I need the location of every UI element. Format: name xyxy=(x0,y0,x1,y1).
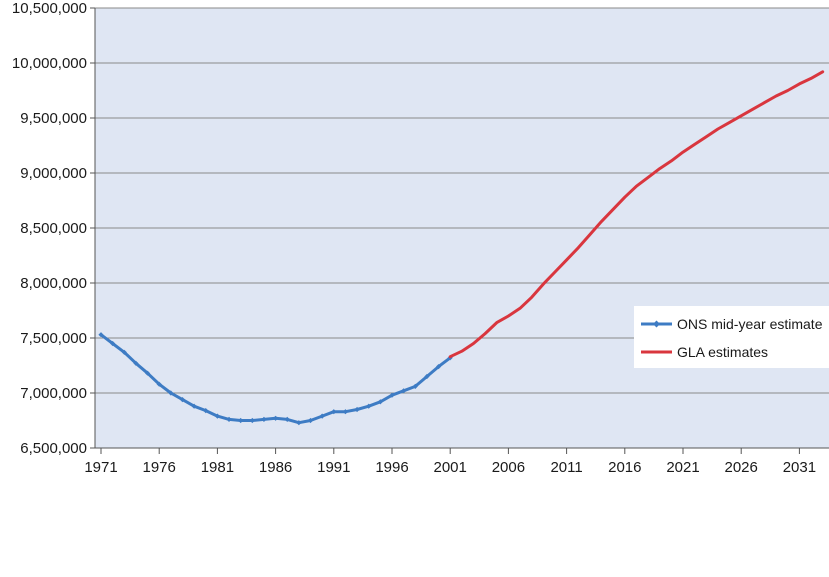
data-point xyxy=(238,417,244,424)
data-point xyxy=(728,121,731,124)
y-tick-label: 9,000,000 xyxy=(20,165,87,182)
data-point xyxy=(203,408,209,414)
data-point xyxy=(110,340,116,347)
x-tick-label: 1976 xyxy=(143,459,176,476)
legend-marker-ons xyxy=(653,320,660,328)
data-point xyxy=(646,176,650,179)
data-point xyxy=(412,383,418,389)
data-point xyxy=(296,420,302,426)
y-tick-label: 7,500,000 xyxy=(20,330,87,347)
data-point xyxy=(635,185,638,188)
data-point xyxy=(530,296,533,299)
data-point xyxy=(553,270,557,274)
x-tick-label: 1981 xyxy=(201,459,234,476)
data-point xyxy=(460,350,464,353)
data-point xyxy=(226,416,232,422)
data-point xyxy=(354,406,360,413)
x-tick-label: 1991 xyxy=(317,459,350,476)
x-tick-label: 2001 xyxy=(434,459,467,476)
x-tick-label: 1971 xyxy=(84,459,117,476)
data-point xyxy=(611,208,615,211)
data-point xyxy=(542,282,545,286)
legend-label-ons: ONS mid-year estimate xyxy=(677,316,823,332)
data-point xyxy=(144,370,151,376)
data-point xyxy=(261,416,267,422)
data-point xyxy=(495,321,498,324)
data-point xyxy=(98,332,104,338)
y-tick-label: 7,000,000 xyxy=(20,385,87,402)
data-point xyxy=(693,143,696,146)
data-point xyxy=(121,349,127,355)
data-point xyxy=(786,89,789,92)
legend-label-gla: GLA estimates xyxy=(677,344,768,360)
data-point xyxy=(249,417,255,424)
x-tick-label: 2011 xyxy=(550,459,582,476)
y-axis-ticks: 6,500,000 7,000,000 7,500,000 8,000,000 8,50… xyxy=(12,0,95,457)
data-point xyxy=(588,233,592,236)
data-point xyxy=(565,258,568,262)
data-point xyxy=(658,167,661,170)
data-point xyxy=(191,403,197,409)
data-point xyxy=(751,108,755,111)
x-tick-label: 2016 xyxy=(608,459,641,476)
data-point xyxy=(424,373,430,380)
data-point xyxy=(435,364,442,370)
data-point xyxy=(798,82,801,86)
data-point xyxy=(307,417,314,424)
y-tick-label: 10,000,000 xyxy=(12,55,87,72)
x-tick-label: 1986 xyxy=(259,459,292,476)
data-point xyxy=(821,70,824,73)
data-point xyxy=(518,307,522,310)
x-tick-label: 2031 xyxy=(783,459,816,476)
y-tick-label: 9,500,000 xyxy=(20,110,87,127)
data-point xyxy=(331,409,337,415)
data-point xyxy=(670,159,673,163)
x-tick-label: 2006 xyxy=(492,459,525,476)
data-point xyxy=(483,332,487,335)
x-axis-ticks: 1971 1976 1981 1986 1991 1996 2001 2006 2011 2016… xyxy=(84,448,816,476)
legend: ONS mid-year estimate GLA estimates xyxy=(634,306,829,368)
data-point xyxy=(156,381,162,387)
gridlines xyxy=(95,7,829,394)
data-point xyxy=(507,314,510,318)
data-point xyxy=(273,415,279,421)
data-point xyxy=(774,94,778,98)
series-layer xyxy=(98,70,825,426)
data-point xyxy=(809,77,813,80)
data-point xyxy=(133,360,139,366)
data-point xyxy=(763,101,766,104)
data-point xyxy=(705,135,708,138)
data-point xyxy=(472,342,475,345)
data-point xyxy=(179,397,186,403)
legend-box xyxy=(634,306,829,368)
data-point xyxy=(577,246,580,249)
y-tick-label: 8,000,000 xyxy=(20,275,87,292)
x-tick-label: 2026 xyxy=(725,459,758,476)
x-tick-label: 1996 xyxy=(375,459,408,476)
y-tick-label: 10,500,000 xyxy=(12,0,87,17)
data-point xyxy=(401,388,407,394)
data-point xyxy=(449,355,452,358)
data-point xyxy=(319,413,325,419)
data-point xyxy=(600,220,603,223)
data-point xyxy=(740,114,743,117)
data-point xyxy=(168,390,174,396)
data-point xyxy=(342,409,349,415)
data-point xyxy=(214,413,220,419)
data-point xyxy=(623,196,626,199)
x-tick-label: 2021 xyxy=(666,459,699,476)
data-point xyxy=(366,403,372,409)
y-tick-label: 8,500,000 xyxy=(20,220,87,237)
data-point xyxy=(377,399,383,405)
data-point xyxy=(284,416,290,422)
data-point xyxy=(681,150,685,154)
y-tick-label: 6,500,000 xyxy=(20,440,87,457)
data-point xyxy=(716,127,720,131)
data-point xyxy=(389,392,395,398)
